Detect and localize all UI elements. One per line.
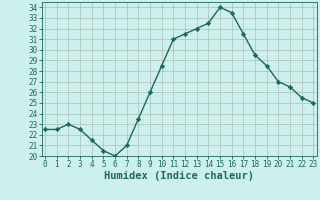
- X-axis label: Humidex (Indice chaleur): Humidex (Indice chaleur): [104, 171, 254, 181]
